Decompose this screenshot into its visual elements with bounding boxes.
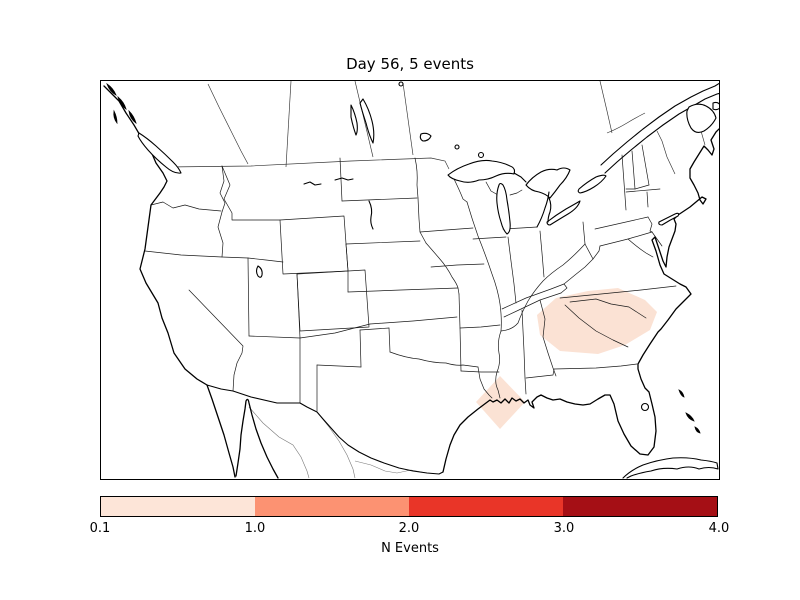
map-axes bbox=[100, 80, 720, 480]
mexico-borders bbox=[248, 406, 428, 479]
bahamas-island bbox=[678, 389, 685, 398]
colorbar-tick-4.0: 4.0 bbox=[708, 521, 730, 536]
event-shading-layer bbox=[476, 288, 657, 429]
colorbar-tick-1.0: 1.0 bbox=[244, 521, 266, 536]
st-lawrence-south-bank bbox=[604, 92, 719, 174]
colorbar-tick-0.1: 0.1 bbox=[89, 521, 111, 536]
missouri-river-sd bbox=[368, 200, 374, 230]
lake-of-the-woods bbox=[419, 132, 432, 142]
great-lakes bbox=[447, 159, 607, 235]
detroit-river bbox=[547, 197, 552, 223]
pacific-coast bbox=[103, 85, 236, 478]
cuba-coast bbox=[622, 457, 719, 479]
long-island bbox=[658, 212, 680, 226]
vancouver-island bbox=[137, 132, 182, 174]
colorbar-tick-3.0: 3.0 bbox=[553, 521, 575, 536]
st-marys-river bbox=[513, 172, 527, 183]
lake-sakakawea bbox=[334, 177, 354, 181]
bahamas-island bbox=[694, 426, 701, 434]
fort-peck-reservoir bbox=[303, 181, 322, 186]
gulf-and-atlantic-coast bbox=[442, 128, 719, 473]
lake-ontario bbox=[577, 174, 607, 194]
lake-okeechobee bbox=[640, 402, 650, 412]
colorbar-axis-label: N Events bbox=[381, 541, 439, 556]
us-mexico-border bbox=[206, 384, 444, 475]
islands bbox=[106, 82, 719, 434]
gulf-of-california-coast bbox=[235, 398, 279, 479]
colorbar-segment-3 bbox=[409, 497, 563, 516]
colorbar bbox=[100, 496, 718, 517]
small-lakes bbox=[255, 81, 650, 412]
cape-breton-island bbox=[712, 101, 719, 111]
lake-winnipeg bbox=[359, 98, 375, 144]
st-lawrence-north-bank bbox=[600, 82, 719, 166]
nova-scotia bbox=[686, 103, 717, 134]
lake-superior bbox=[447, 159, 516, 183]
haida-gwaii-island bbox=[113, 109, 118, 125]
lake-erie bbox=[546, 200, 581, 226]
lake-huron bbox=[525, 167, 571, 199]
alaska-panhandle-island bbox=[117, 95, 127, 110]
small-lake bbox=[477, 151, 485, 159]
colorbar-segment-1 bbox=[101, 497, 255, 516]
state-borders bbox=[144, 144, 677, 412]
bahamas-island bbox=[685, 412, 695, 422]
michigan-mitten-coast bbox=[536, 191, 550, 228]
lake-winnipegosis bbox=[350, 104, 358, 136]
event-region-georgia-south-carolina bbox=[537, 288, 657, 354]
lake-michigan bbox=[496, 182, 511, 235]
great-salt-lake bbox=[255, 265, 263, 278]
colorbar-segment-2 bbox=[255, 497, 409, 516]
plot-title: Day 56, 5 events bbox=[346, 55, 474, 73]
alaska-panhandle-island bbox=[128, 109, 137, 124]
colorbar-tick-2.0: 2.0 bbox=[398, 521, 420, 536]
coastline bbox=[103, 82, 719, 479]
small-lake bbox=[398, 81, 404, 87]
canada-borders bbox=[166, 81, 706, 175]
small-lake bbox=[454, 144, 460, 150]
alaska-panhandle-island bbox=[106, 82, 117, 96]
colorbar-segment-4 bbox=[563, 497, 717, 516]
